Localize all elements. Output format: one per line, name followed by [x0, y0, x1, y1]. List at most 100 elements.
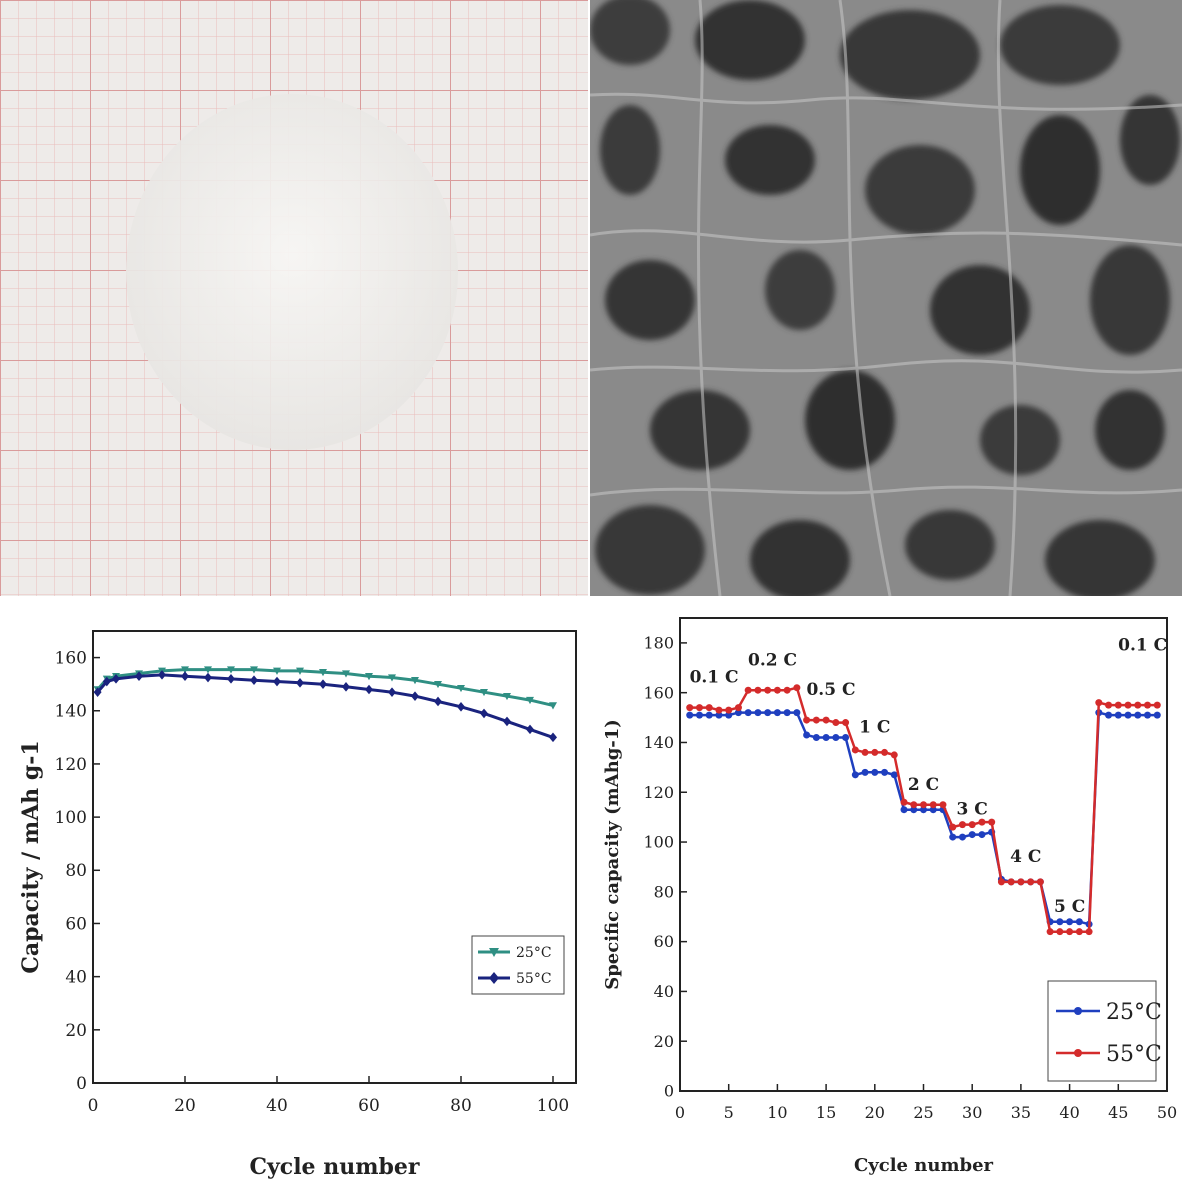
- data-point: [457, 701, 465, 712]
- series-2: [686, 684, 1161, 936]
- y-tick-label: 40: [654, 982, 674, 1001]
- data-point: [958, 821, 966, 829]
- data-point: [526, 724, 534, 735]
- y-tick-label: 100: [643, 833, 674, 852]
- data-point: [319, 669, 327, 677]
- x-axis-label: Cycle number: [250, 1154, 420, 1180]
- rate-label: 2 C: [908, 775, 939, 795]
- series-1: [93, 666, 557, 710]
- data-point: [871, 768, 879, 776]
- y-tick-label: 40: [65, 968, 87, 988]
- data-point: [725, 706, 733, 714]
- data-point: [1153, 701, 1161, 709]
- data-point: [832, 733, 840, 741]
- data-point: [1105, 701, 1113, 709]
- data-point: [754, 686, 762, 694]
- data-point: [861, 748, 869, 756]
- data-point: [457, 684, 465, 693]
- legend-label: 55°C: [516, 971, 552, 987]
- cycling-chart-svg: 0 20 40 60 80 100 0 20 40 60 80 100 120 140 160 Cycle n…: [18, 630, 577, 1180]
- rate-label: 3 C: [957, 800, 988, 820]
- data-point: [978, 831, 986, 839]
- y-axis-label: Capacity / mAh g-1: [18, 740, 44, 973]
- x-tick-label: 50: [1157, 1103, 1177, 1122]
- legend-marker: [489, 972, 499, 984]
- data-point: [773, 686, 781, 694]
- data-point: [388, 687, 396, 697]
- data-point: [1085, 928, 1093, 936]
- data-point: [1075, 928, 1083, 936]
- legend-marker: [1074, 1007, 1082, 1015]
- y-tick-label: 140: [643, 733, 674, 752]
- legend-label: 55°C: [1106, 1042, 1162, 1067]
- y-tick-label: 60: [654, 932, 674, 951]
- cycling-chart: 0 20 40 60 80 100 0 20 40 60 80 100 120 140 160 Cycle n…: [0, 596, 590, 1182]
- data-point: [978, 818, 986, 826]
- data-point: [773, 709, 781, 717]
- membrane-disc: [126, 94, 458, 450]
- data-point: [227, 674, 235, 684]
- data-point: [1134, 711, 1142, 719]
- data-point: [754, 709, 762, 717]
- legend-box: [1047, 980, 1157, 1082]
- x-tick-label: 30: [962, 1103, 982, 1122]
- rate-label: 1 C: [859, 718, 890, 738]
- x-tick-label: 40: [1059, 1103, 1079, 1122]
- data-point: [910, 801, 918, 809]
- data-point: [342, 670, 350, 678]
- data-point: [695, 704, 703, 712]
- y-tick-label: 160: [643, 683, 674, 702]
- data-point: [997, 878, 1005, 886]
- rate-label: 0.5 C: [806, 680, 855, 700]
- legend-marker: [489, 948, 499, 957]
- data-point: [890, 771, 898, 779]
- data-point: [968, 831, 976, 839]
- x-tick-label: 15: [816, 1103, 836, 1122]
- data-point: [250, 666, 258, 674]
- data-point: [832, 719, 840, 727]
- data-point: [1075, 918, 1083, 926]
- data-point: [734, 709, 742, 717]
- data-point: [181, 671, 189, 681]
- data-point: [988, 818, 996, 826]
- data-point: [900, 806, 908, 814]
- data-point: [881, 748, 889, 756]
- data-point: [480, 688, 488, 697]
- data-point: [365, 684, 373, 695]
- data-point: [273, 667, 281, 675]
- data-point: [812, 733, 820, 741]
- y-tick-label: 80: [65, 861, 87, 881]
- data-point: [296, 678, 304, 688]
- data-point: [1017, 878, 1025, 886]
- data-point: [1066, 928, 1074, 936]
- data-point: [135, 671, 143, 681]
- data-point: [803, 716, 811, 724]
- data-point: [181, 666, 189, 674]
- data-point: [822, 733, 830, 741]
- legend-marker: [1074, 1049, 1082, 1057]
- legend-box: [471, 935, 565, 995]
- series-line: [689, 711, 1158, 926]
- data-point: [1007, 878, 1015, 886]
- data-point: [890, 751, 898, 759]
- data-point: [1056, 928, 1064, 936]
- data-point: [319, 679, 327, 689]
- y-tick-label: 0: [76, 1074, 87, 1094]
- data-point: [1124, 701, 1132, 709]
- data-point: [803, 731, 811, 739]
- data-point: [705, 704, 713, 712]
- y-tick-label: 0: [664, 1082, 674, 1101]
- y-tick-label: 140: [55, 702, 87, 722]
- data-point: [1144, 711, 1152, 719]
- data-point: [250, 675, 258, 685]
- rate-capability-chart: 0 5 10 15 20 25 30 35 40 45 50 0 20 40 60 80 100 120 140 16…: [590, 596, 1182, 1182]
- membrane-photo: [0, 0, 588, 596]
- data-point: [783, 686, 791, 694]
- y-tick-label: 20: [654, 1032, 674, 1051]
- data-point: [939, 801, 947, 809]
- data-point: [1036, 878, 1044, 886]
- data-point: [920, 801, 927, 809]
- plot-frame: [92, 630, 577, 1084]
- data-point: [686, 711, 694, 719]
- data-point: [365, 673, 373, 681]
